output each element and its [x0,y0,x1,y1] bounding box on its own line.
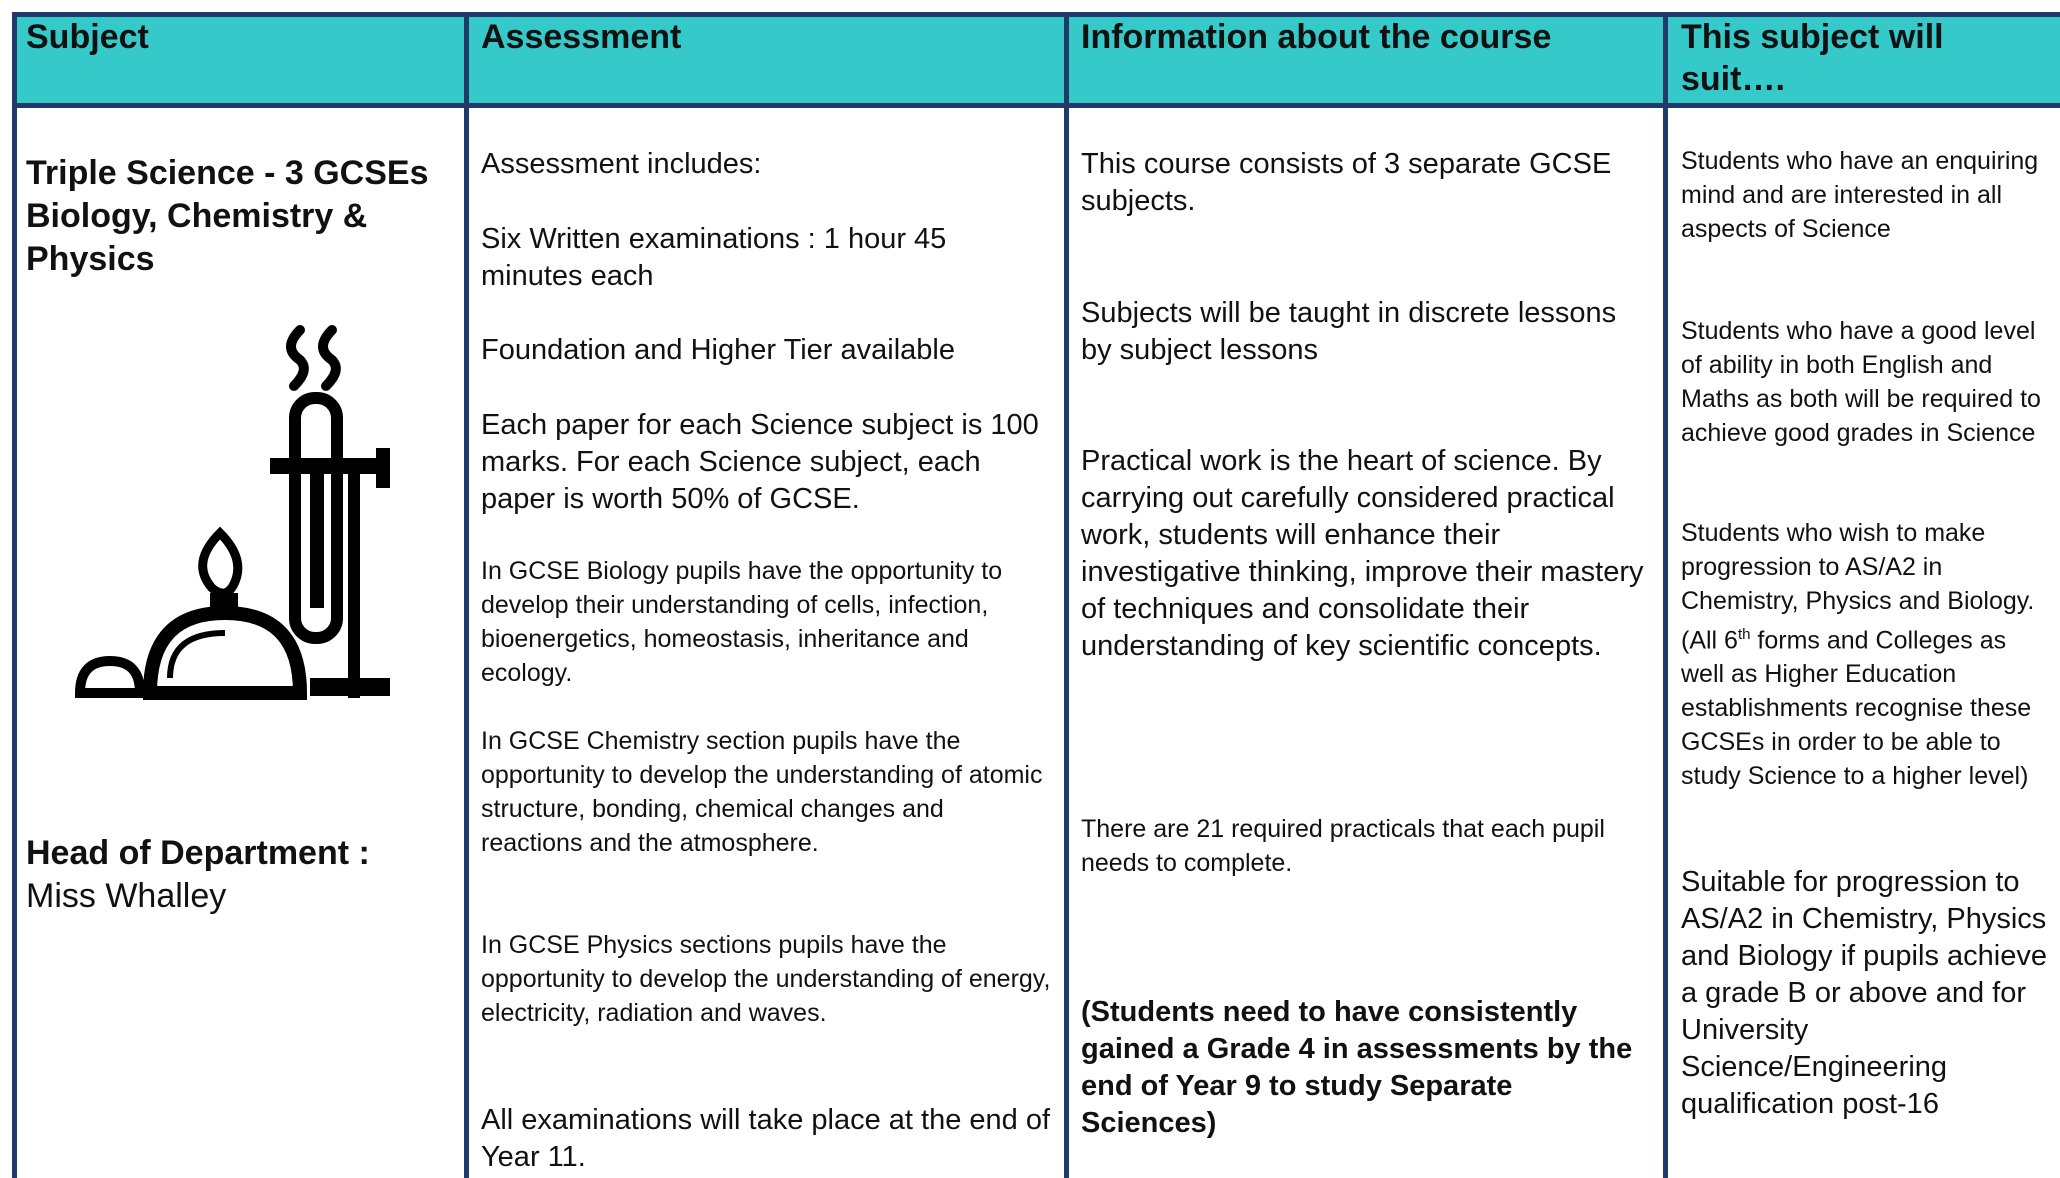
text-run: Suitable for progression to AS/A2 in Che… [1681,866,2047,1120]
suit-paragraph: Suitable for progression to AS/A2 in Che… [1681,864,2053,1123]
suit-paragraph: Students who have a good level of abilit… [1681,314,2053,450]
information-paragraph: This course consists of 3 separate GCSE … [1081,148,1612,217]
text-run: Students who wish to make progression to… [1681,519,2035,655]
border [12,12,2060,17]
assessment-paragraph: In GCSE Biology pupils have the opportun… [481,557,1003,687]
header-cell: Subject [26,18,149,56]
science-illustration [74,325,390,700]
assessment-paragraph: Assessment includes: [481,148,762,180]
header-cell: Assessment [481,18,682,56]
text-run: Students who have an enquiring mind and … [1681,147,2039,243]
assessment-paragraph: All examinations will take place at the … [481,1104,1051,1173]
information-paragraph: There are 21 required practicals that ea… [1081,815,1605,877]
suit-paragraph: Students who have an enquiring mind and … [1681,144,2053,246]
information-paragraph: Practical work is the heart of science. … [1081,445,1644,662]
assessment-paragraph: In GCSE Physics sections pupils have the… [481,931,1051,1027]
information-paragraph: Subjects will be taught in discrete less… [1081,297,1617,366]
border [12,12,17,1178]
border [12,103,2060,108]
assessment-paragraph: Foundation and Higher Tier available [481,334,955,366]
assessment-paragraph: In GCSE Chemistry section pupils have th… [481,727,1043,857]
information-paragraph: (Students need to have consistently gain… [1081,996,1633,1139]
border [1663,12,1668,1178]
superscript: th [1737,626,1751,643]
border [1064,12,1069,1178]
header-cell: This subject will suit…. [1681,18,1944,98]
assessment-paragraph: Each paper for each Science subject is 1… [481,409,1039,515]
header-row [12,12,2060,104]
text-run: Students who have a good level of abilit… [1681,317,2041,447]
hod-name: Miss Whalley [26,877,227,915]
suit-paragraph: Students who wish to make progression to… [1681,516,2053,793]
text-run: forms and Colleges as well as Higher Edu… [1681,626,2032,791]
border [464,12,469,1178]
subject-title: Triple Science - 3 GCSEs Biology, Chemis… [26,154,429,278]
hod-label: Head of Department : [26,834,370,872]
assessment-paragraph: Six Written examinations : 1 hour 45 min… [481,223,947,292]
header-cell: Information about the course [1081,18,1552,56]
